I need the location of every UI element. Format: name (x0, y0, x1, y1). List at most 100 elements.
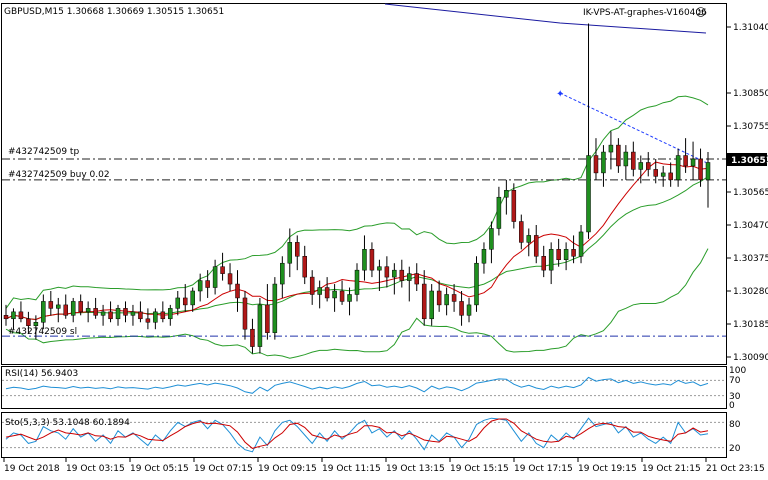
candle-bull (317, 287, 322, 295)
candle-bear (593, 155, 599, 174)
candle-bear (242, 297, 248, 330)
price-tick-label: 1.30280 (733, 287, 768, 297)
candle-bear (533, 235, 539, 257)
candle-bull (489, 228, 494, 250)
candle-bull (504, 190, 509, 198)
sto-label: Sto(5,3,3) 53.1048 60.1894 (5, 418, 130, 428)
current-price-tag (727, 153, 767, 166)
candle-bear (78, 301, 83, 313)
candle-bull (608, 144, 614, 153)
price-tick-label: 1.30470 (733, 221, 768, 231)
candle-bull (444, 294, 449, 306)
rsi-label: RSI(14) 56.9403 (5, 369, 78, 379)
candle-bull (56, 304, 61, 309)
candle-bull (168, 308, 173, 320)
candle-bear (295, 242, 300, 257)
candle-bull (563, 249, 569, 260)
time-tick-label: 19 Oct 13:15 (386, 464, 445, 474)
candle-bear (220, 266, 225, 274)
candle-bull (41, 301, 46, 323)
time-tick-label: 19 Oct 11:15 (322, 464, 381, 474)
candle-bear (556, 249, 561, 260)
current-price-value: 1.30651 (731, 156, 768, 166)
trend-start-marker: ✦ (556, 89, 564, 100)
bollinger-upper-line (5, 95, 709, 309)
price-axis: 1.310401.308501.307551.306601.305651.304… (727, 23, 768, 363)
candle-bull (675, 155, 681, 181)
bollinger-lower-line (5, 248, 709, 359)
candle-bear (631, 151, 636, 170)
candle-bull (638, 162, 644, 170)
candle-bull (100, 311, 106, 316)
candle-bear (227, 273, 233, 285)
sto-layer (2, 417, 726, 453)
candle-bull (601, 151, 606, 174)
sto-main-line (5, 417, 709, 453)
rsi-panel-border (1, 366, 727, 409)
time-tick-label: 19 Oct 07:15 (194, 464, 253, 474)
rsi-line (5, 376, 709, 394)
candle-bull (287, 242, 293, 264)
candle-bear (63, 304, 68, 316)
candle-bear (123, 308, 128, 316)
candle-bull (377, 266, 382, 271)
price-tick-label: 1.31040 (733, 23, 768, 33)
candle-bear (668, 172, 673, 181)
rsi-level-30: 30 (729, 392, 741, 402)
trend-line (559, 92, 707, 163)
candle-bear (571, 249, 576, 257)
candle-bear (145, 318, 151, 323)
candle-bear (646, 162, 651, 170)
candle-bear (205, 280, 210, 288)
candle-bear (511, 190, 517, 222)
time-tick-label: 19 Oct 19:15 (578, 464, 637, 474)
candle-bear (324, 287, 330, 299)
candle-bear (93, 308, 98, 316)
rsi-top-label: 100 (729, 366, 746, 376)
candle-bear (309, 276, 315, 295)
candle-bull (354, 269, 360, 295)
time-tick-label: 21 Oct 23:15 (706, 464, 765, 474)
candle-bear (541, 256, 546, 271)
candle-bull (392, 269, 397, 278)
candle-bear (138, 311, 143, 320)
candle-bear (399, 269, 405, 281)
candle-bull (690, 158, 696, 167)
candle-bull (190, 290, 195, 306)
candle-bull (280, 262, 285, 285)
rsi-level-70: 70 (729, 376, 741, 386)
candle-bear (451, 294, 457, 302)
candle-bear (108, 311, 113, 320)
candle-bear (616, 144, 621, 167)
rsi-level-0: 0 (729, 401, 735, 411)
candle-bear (160, 311, 166, 320)
candle-bull (85, 308, 91, 313)
candle-bull (272, 283, 278, 333)
candle-bull (474, 262, 479, 306)
candle-bull (33, 322, 39, 326)
price-tick-label: 1.30185 (733, 320, 768, 330)
candle-bull (623, 151, 629, 167)
sto-level-80: 80 (729, 420, 741, 430)
time-tick-label: 19 Oct 15:15 (450, 464, 509, 474)
time-tick-label: 19 Oct 17:15 (514, 464, 573, 474)
main-chart-layer: ✦ (2, 3, 726, 359)
time-tick-label: 19 Oct 03:15 (66, 464, 125, 474)
candle-bull (407, 273, 412, 281)
tp-label: #432742509 tp (8, 147, 79, 157)
smiley-icon: ☺ (695, 6, 706, 19)
candle-bear (3, 315, 9, 320)
price-tick-label: 1.30090 (733, 353, 768, 363)
candle-bull (115, 308, 121, 320)
candle-bear (369, 249, 375, 271)
candle-bear (26, 318, 31, 326)
buy-label: #432742509 buy 0.02 (8, 170, 110, 180)
candle-bull (548, 249, 554, 271)
candle-bear (18, 311, 24, 320)
candle-bear (683, 155, 688, 167)
price-tick-label: 1.30755 (733, 122, 768, 132)
candle-bear (459, 301, 464, 316)
candle-bull (705, 162, 711, 181)
candle-bull (586, 155, 591, 233)
